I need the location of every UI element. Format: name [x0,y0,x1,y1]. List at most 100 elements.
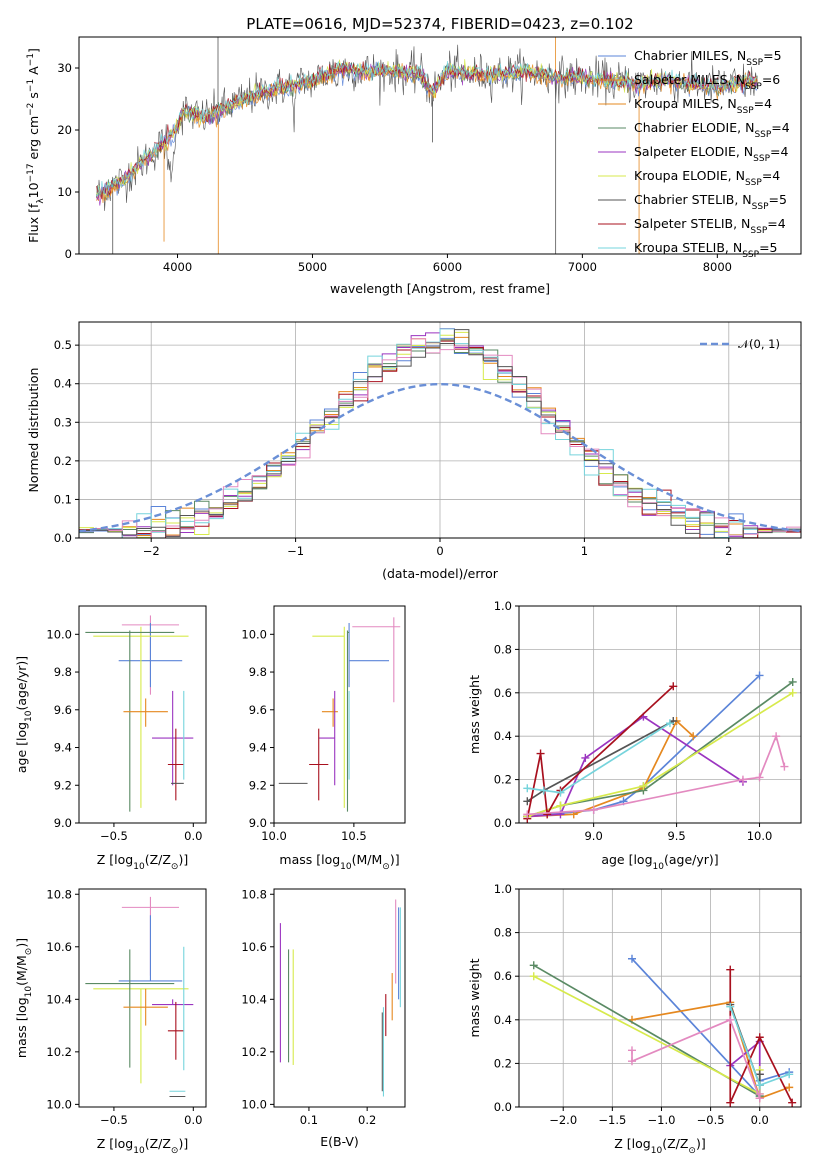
x-tick-label: −2 [143,544,160,558]
legend-entry: Salpeter ELODIE, NSSP=4 [634,144,789,164]
y-tick-label: 30 [57,61,72,75]
legend-entry-part: Kroupa ELODIE, N [634,168,745,183]
legend-entry: Chabrier ELODIE, NSSP=4 [634,120,790,140]
series-line-model [96,63,758,206]
legend-entry-part: Kroupa MILES, N [634,96,737,111]
series-line [533,975,761,1096]
age-vs-mass-panel: 10.0 10.5 9.0 9.2 9.4 9.6 9.8 10.0 mass [log10(M… [241,605,406,872]
legend-entry-part: Chabrier MILES, N [634,48,746,63]
x-tick-label: 5000 [298,260,327,274]
errorbar-point [318,690,336,786]
y-axis-label-part: Flux [f [26,203,41,243]
x-tick-label: 0.0 [184,829,202,843]
x-tick-label: 0.1 [300,1113,318,1127]
errorbar-point [152,999,194,1006]
series-marker [539,786,548,795]
y-tick-label: 9.4 [54,741,72,755]
y-axis-label-part: 10 [26,182,41,198]
x-tick-label: −2.0 [549,1113,577,1127]
legend-entry: Kroupa STELIB, NSSP=5 [634,240,778,260]
errorbar-point [152,690,194,786]
x-tick-label: 0.2 [358,1113,376,1127]
errorbar-body [85,615,194,812]
y-axis-label-part: 10 [24,710,34,722]
series-marker [529,972,538,981]
legend-entry-part: =4 [754,96,772,111]
y-tick-label: 9.8 [54,665,72,679]
series-marker [755,1033,764,1042]
series-line [527,733,786,816]
legend-entry-part: Chabrier ELODIE, N [634,120,754,135]
mass-weight-vs-metallicity-panel: −2.0 −1.5 −1.0 −0.5 0.0 0.0 0.2 0.4 0.6 0.8 1.0 Z [… [467,882,802,1156]
y-tick-label: 10.4 [46,992,72,1006]
y-axis-label-part: λ [36,198,46,204]
errorbar-point [118,915,183,982]
x-axis-label-part: (M/M [352,852,383,867]
legend-entry-part: =6 [762,72,780,87]
series-marker [627,1046,636,1055]
y-tick-label: 10.0 [46,627,72,641]
legend-entry-normal: 𝒩(0, 1) [738,337,780,351]
y-tick-label: 0.2 [494,1056,512,1070]
histogram-body [79,328,801,538]
y-tick-label: 10.2 [241,1045,267,1059]
y-tick-label: 0 [65,247,72,261]
series-marker [755,1070,764,1079]
y-axis-label-part: )] [14,938,29,948]
spectrum-lines [96,37,758,254]
x-tick-label: −1.5 [598,1113,626,1127]
x-axis-label-part: Z [log [97,852,133,867]
series-marker [755,671,764,680]
series-line-model [96,61,758,200]
x-axis-label-part: (Z/Z [145,1136,171,1151]
y-axis-label-part: −2 [26,103,36,116]
mass-weight-vs-age-panel: 9.0 9.5 10.0 0.0 0.2 0.4 0.6 0.8 1.0 age [log10(a… [467,599,802,872]
errorbar-point [321,698,338,727]
axes-frame [78,605,207,824]
series-marker [523,810,532,819]
y-tick-label: 10.0 [241,1097,267,1111]
x-axis-label-part: age [log [601,852,652,867]
series-marker [785,1070,794,1079]
legend-entry-part: SSP [750,226,767,236]
y-axis-label-part: ] [26,48,41,53]
y-tick-label: 10.6 [241,940,267,954]
x-axis-label: Z [log10(Z/Z⊙)] [97,852,188,872]
series-line [526,720,674,803]
series-marker [726,1015,735,1024]
axes-frame [273,605,406,824]
x-axis-label-part: 10 [133,1146,145,1156]
y-axis-label-part: A [26,66,41,79]
series-marker [543,810,552,819]
legend-entry-part: =4 [771,120,789,135]
series-line [527,674,761,818]
x-axis-label: Z [log10(Z/Z⊙)] [614,1136,705,1156]
y-axis-label-part: erg cm [26,116,41,164]
axes-frame [78,321,802,539]
errorbar-body [85,896,194,1098]
figure-title: PLATE=0616, MJD=52374, FIBERID=0423, z=0… [246,15,633,33]
y-tick-label: 0.6 [494,686,512,700]
histogram-series [79,338,801,538]
y-tick-label: 9.6 [249,703,267,717]
y-tick-label: 9.2 [249,778,267,792]
x-tick-label: 0.0 [184,1113,202,1127]
series-line [729,969,793,1104]
errorbar-body [278,617,401,812]
y-tick-label: 9.6 [54,703,72,717]
y-tick-label: 0.2 [54,454,72,468]
y-tick-label: 9.0 [54,816,72,830]
series-marker [755,1089,764,1098]
axes-frame [78,888,207,1108]
series-marker [788,1098,797,1107]
y-tick-label: 0.0 [494,816,512,830]
y-tick-label: 1.0 [494,882,512,896]
legend-entry-part: =5 [769,192,787,207]
legend-entry: Kroupa ELODIE, NSSP=4 [634,168,780,188]
series-marker [523,784,532,793]
histogram-series [79,329,801,538]
y-tick-label: 1.0 [494,599,512,613]
series-marker [669,682,678,691]
y-tick-label: 10.0 [241,627,267,641]
